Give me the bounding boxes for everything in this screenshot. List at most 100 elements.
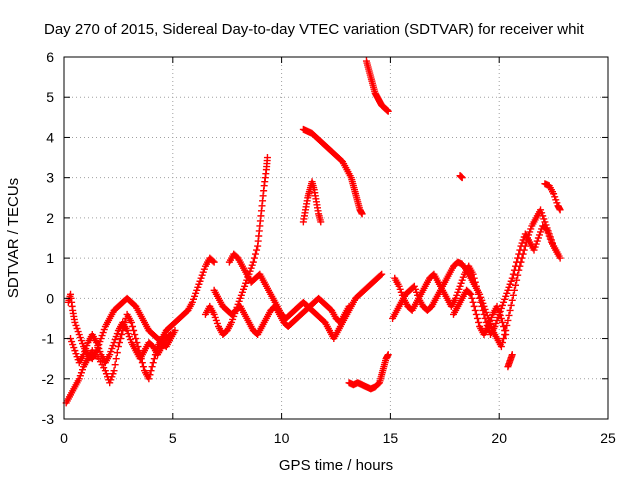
data-point [138, 359, 146, 367]
y-tick-label: 3 [46, 170, 54, 186]
data-point [512, 262, 520, 270]
data-point [114, 343, 122, 351]
data-point [481, 314, 489, 322]
data-point [473, 314, 481, 322]
data-point [510, 286, 518, 294]
data-point [117, 335, 125, 343]
series-track-e [210, 286, 353, 339]
data-point [472, 310, 480, 318]
y-tick-label: 1 [46, 250, 54, 266]
data-point [469, 298, 477, 306]
data-point [110, 367, 118, 375]
data-point [472, 282, 480, 290]
chart-title: Day 270 of 2015, Sidereal Day-to-day VTE… [44, 21, 585, 38]
data-point [378, 270, 386, 278]
data-point [515, 250, 523, 258]
data-point [477, 298, 485, 306]
data-point [470, 302, 478, 310]
data-point [542, 225, 550, 233]
data-point [476, 294, 484, 302]
x-tick-label: 20 [491, 430, 507, 446]
data-point [473, 286, 481, 294]
data-point [470, 274, 478, 282]
x-tick-label: 10 [274, 430, 290, 446]
data-point [498, 318, 506, 326]
x-tick-label: 15 [383, 430, 399, 446]
data-point [317, 218, 325, 226]
data-points [62, 57, 564, 407]
data-point [129, 322, 137, 330]
series-track-l [391, 222, 564, 339]
x-tick-label: 5 [169, 430, 177, 446]
data-point [508, 351, 516, 359]
data-point [468, 294, 476, 302]
data-point [132, 335, 140, 343]
data-point [500, 335, 508, 343]
data-point [507, 301, 515, 309]
data-point [509, 270, 517, 278]
data-point [147, 367, 155, 375]
x-tick-label: 0 [60, 430, 68, 446]
data-point [556, 206, 564, 214]
data-point [501, 327, 509, 335]
series-track-m [450, 286, 510, 339]
data-point [508, 296, 516, 304]
data-point [249, 258, 257, 266]
data-point [253, 246, 261, 254]
data-point [503, 321, 511, 329]
data-point [508, 274, 516, 282]
data-point [510, 266, 518, 274]
data-point [148, 363, 156, 371]
data-point [475, 290, 483, 298]
data-point [139, 363, 147, 371]
y-tick-label: 0 [46, 290, 54, 306]
data-point [149, 359, 157, 367]
data-point [502, 331, 510, 339]
series-track-g [299, 125, 366, 218]
data-point [513, 258, 521, 266]
data-point [384, 351, 392, 359]
data-point [146, 371, 154, 379]
data-point [130, 327, 138, 335]
data-point [497, 314, 505, 322]
y-tick-label: 5 [46, 89, 54, 105]
data-point [497, 343, 505, 351]
axis-ticks: 0 5 10 15 20 25 -3 -2 -1 0 1 2 3 4 5 6 [42, 49, 616, 446]
data-point [209, 257, 217, 265]
data-point [458, 174, 466, 182]
series-track-i [362, 57, 392, 115]
data-point [512, 281, 520, 289]
data-point [127, 318, 135, 326]
data-point [171, 327, 179, 335]
data-point [475, 318, 483, 326]
data-point [498, 339, 506, 347]
data-point [513, 276, 521, 284]
data-point [505, 311, 513, 319]
data-point [145, 375, 153, 383]
data-point [471, 278, 479, 286]
y-tick-label: -1 [42, 331, 55, 347]
series-track-f [225, 250, 386, 343]
series-track-n [456, 172, 466, 182]
data-point [113, 349, 121, 357]
data-point [471, 306, 479, 314]
data-point [478, 302, 486, 310]
data-point [167, 331, 175, 339]
data-point [263, 154, 271, 162]
data-point [479, 306, 487, 314]
data-point [150, 355, 158, 363]
data-point [131, 331, 139, 339]
y-tick-label: -2 [42, 371, 55, 387]
data-point [384, 107, 392, 115]
data-point [514, 254, 522, 262]
series-track-j [345, 351, 392, 393]
series-track-h [299, 178, 325, 226]
data-point [251, 250, 259, 258]
data-point [500, 322, 508, 330]
data-point [509, 291, 517, 299]
data-point [504, 316, 512, 324]
series-track-p [541, 180, 564, 214]
y-tick-label: 6 [46, 49, 54, 65]
series-track-c [67, 318, 175, 367]
